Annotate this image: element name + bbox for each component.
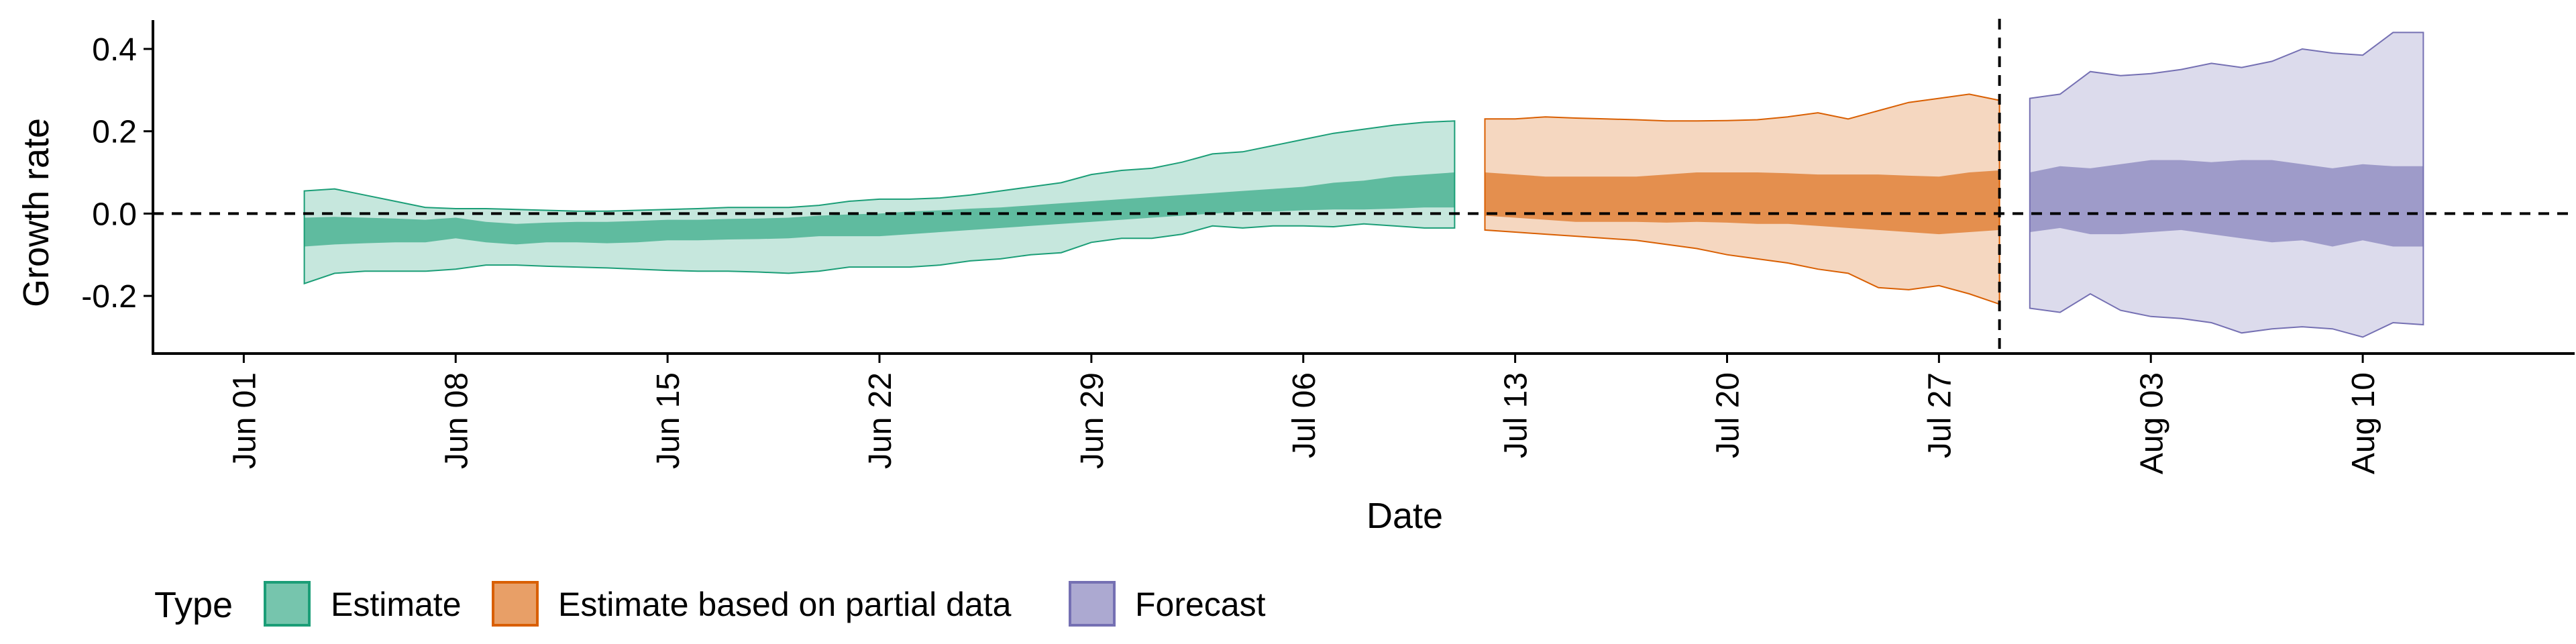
band-90-series-0 bbox=[303, 120, 1456, 285]
legend-label-2: Forecast bbox=[1135, 586, 1266, 623]
y-tick-label-1: 0.2 bbox=[92, 115, 137, 150]
legend-key-2 bbox=[1069, 581, 1116, 627]
x-tick-label-10: Aug 10 bbox=[2346, 372, 2381, 474]
legend-title: Type bbox=[154, 585, 233, 625]
legend-label-1: Estimate based on partial data bbox=[558, 586, 1012, 623]
series-1 bbox=[1484, 93, 2000, 305]
band-50-series-0 bbox=[304, 172, 1455, 247]
x-tick-label-9: Aug 03 bbox=[2134, 372, 2169, 474]
series-2 bbox=[2029, 32, 2424, 338]
legend-key-1 bbox=[492, 581, 539, 627]
x-tick-label-6: Jul 13 bbox=[1499, 372, 1534, 458]
series-0 bbox=[303, 120, 1456, 285]
reference-lines bbox=[153, 19, 2575, 354]
band-50-series-1 bbox=[1485, 170, 2000, 235]
y-tick-label-2: 0.0 bbox=[92, 197, 137, 232]
x-tick-label-5: Jul 06 bbox=[1287, 372, 1322, 458]
x-tick-label-3: Jun 22 bbox=[863, 372, 898, 469]
x-tick-label-0: Jun 01 bbox=[227, 372, 262, 469]
x-tick-label-4: Jun 29 bbox=[1075, 372, 1110, 469]
x-tick-label-2: Jun 15 bbox=[651, 372, 686, 469]
legend-key-0 bbox=[264, 581, 311, 627]
legend: Type Estimate Estimate based on partial d… bbox=[154, 581, 1266, 627]
legend-label-0: Estimate bbox=[331, 586, 462, 623]
x-tick-label-1: Jun 08 bbox=[439, 372, 474, 469]
axes: 0.4 0.2 0.0 -0.2 Jun 01 Jun 08 Jun 15 Jun 22 Jun… bbox=[81, 20, 2575, 474]
y-tick-label-0: 0.4 bbox=[92, 32, 137, 68]
x-axis-title: Date bbox=[1366, 496, 1443, 536]
y-tick-label-3: -0.2 bbox=[81, 279, 137, 315]
band-50-series-2 bbox=[2029, 160, 2424, 247]
ribbon-layer bbox=[303, 32, 2424, 338]
x-tick-label-7: Jul 20 bbox=[1711, 372, 1746, 458]
x-tick-label-8: Jul 27 bbox=[1922, 372, 1957, 458]
y-axis-title: Growth rate bbox=[16, 118, 56, 307]
